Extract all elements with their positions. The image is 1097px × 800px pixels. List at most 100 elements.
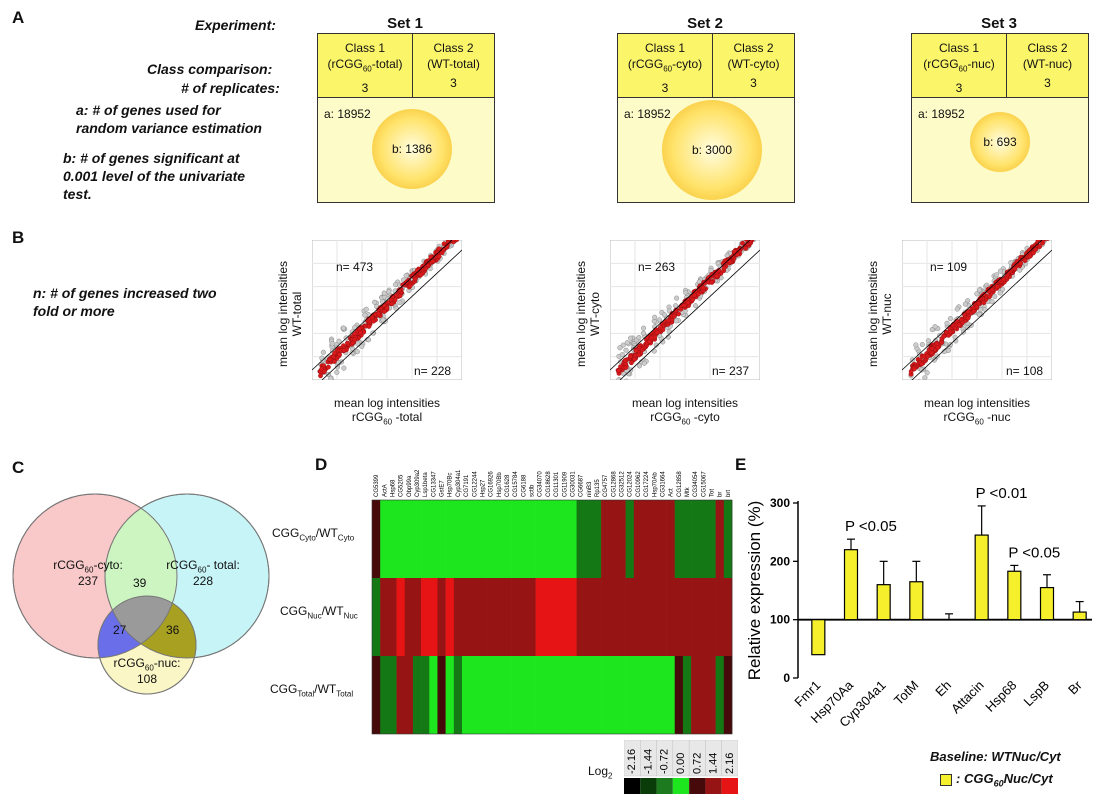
heatmap-cell xyxy=(601,500,610,578)
venn-nuc-sub: 60 xyxy=(144,663,154,673)
venn-cyto-nuc-count: 27 xyxy=(113,623,127,637)
scatter-points xyxy=(908,240,1050,380)
heatmap-cell xyxy=(543,578,553,656)
legend-value: 1.44 xyxy=(708,753,720,774)
bar xyxy=(909,581,924,621)
legend-swatch xyxy=(689,778,706,794)
scatter1-canvas xyxy=(312,240,462,380)
scatter2-ylabel: mean log intensities WT-cyto xyxy=(574,249,602,379)
set1-b-circle: b: 1386 xyxy=(372,109,452,189)
heatmap-cell xyxy=(552,656,561,734)
heatmap-cell xyxy=(543,500,553,578)
legend-value: -1.44 xyxy=(642,749,654,774)
heatmap-gene-label: CG4757 xyxy=(603,474,609,497)
scatter3-xlabel-line1: mean log intensities xyxy=(923,396,1031,410)
heatmap-gene-label: Hsp68 xyxy=(390,479,396,497)
bar-category-label: Attacin xyxy=(948,678,987,717)
heatmap-gene-label: Rp135 xyxy=(595,479,601,497)
heatmap-cell xyxy=(421,500,430,578)
bar xyxy=(876,584,891,621)
heatmap-color-legend: -2.16 -1.44 -0.72 0.00 0.72 1.44 2.16 xyxy=(624,740,738,794)
heatmap-gene-label: CG17224 xyxy=(644,471,650,497)
bar-category-label: TotM xyxy=(891,678,922,709)
set1-b-value: b: 1386 xyxy=(391,142,433,156)
heatmap-cell xyxy=(494,500,504,578)
heatmap-cell xyxy=(674,578,684,656)
heatmap-gene-label: CG15067 xyxy=(701,471,707,497)
heatmap-cell xyxy=(421,656,430,734)
set2-b-circle: b: 3000 xyxy=(662,100,762,200)
scatter3-n-top: n= 109 xyxy=(930,260,968,274)
row3-sub: Total xyxy=(297,689,315,699)
set1-rep2: 3 xyxy=(450,76,457,90)
scatter2-xlabel: mean log intensities rCGG60 -cyto xyxy=(610,396,760,426)
legend-value: 2.16 xyxy=(724,753,736,774)
venn-cyto-count: 237 xyxy=(77,574,99,589)
heatmap-cell xyxy=(699,500,708,578)
class-comparison-label: Class comparison: xyxy=(147,61,273,77)
heatmap-cell xyxy=(625,500,635,578)
venn-total-pre: rCGG xyxy=(166,558,198,572)
heatmap-cell xyxy=(642,656,651,734)
venn-diagram xyxy=(12,493,270,695)
heatmap-cell xyxy=(421,578,430,656)
heatmap-cell xyxy=(584,656,594,734)
heatmap-legend-label: Log2 xyxy=(588,764,612,780)
heatmap-cell xyxy=(576,656,586,734)
heatmap-cell xyxy=(699,656,708,734)
heatmap-cell xyxy=(666,656,676,734)
heatmap-cell xyxy=(658,500,667,578)
heatmap-gene-label: CG34054 xyxy=(693,471,699,497)
heatmap-cell xyxy=(535,578,545,656)
venn-nuc-count: 108 xyxy=(136,672,158,687)
heatmap-cell xyxy=(412,578,422,656)
heatmap-cell xyxy=(617,578,626,656)
row1-pre: CGG xyxy=(272,526,300,540)
venn-total-count: 228 xyxy=(192,574,214,589)
set3-b-value: b: 693 xyxy=(983,135,1017,149)
heatmap-cell xyxy=(380,500,389,578)
scatter3-xlabel-line2: rCGG60 -nuc xyxy=(902,410,1052,426)
bar-ylabel: Relative expression (%) xyxy=(745,501,764,681)
heatmap-cell xyxy=(502,578,512,656)
set3-box: Class 1 (rCGG60-nuc) 3 Class 2 (WT-nuc) … xyxy=(911,33,1089,203)
heatmap-cell xyxy=(380,578,389,656)
n-desc-line2: fold or more xyxy=(33,303,115,319)
heatmap-gene-label: CG12024 xyxy=(628,471,634,497)
scatter2-ylabel-line2: WT-cyto xyxy=(588,292,602,336)
row2-sub2: Nuc xyxy=(343,611,358,621)
legend-swatch xyxy=(656,778,673,794)
scatter1-n-top: n= 473 xyxy=(336,260,374,274)
bar-y-tick-label: 300 xyxy=(770,496,790,510)
heatmap-cell xyxy=(372,656,381,734)
set3-class1: Class 1 (rCGG60-nuc) 3 xyxy=(912,34,1007,98)
heatmap-cell xyxy=(552,500,561,578)
heatmap-cell xyxy=(633,656,643,734)
venn-cyto-sub: 60 xyxy=(84,565,94,575)
a-desc-line1: a: # of genes used for xyxy=(76,102,221,118)
heatmap-cell xyxy=(404,656,414,734)
heatmap-cell xyxy=(396,656,406,734)
heatmap-cell xyxy=(429,656,438,734)
heatmap-gene-label: CG30031 xyxy=(570,471,576,497)
p-value-annotation: P <0.05 xyxy=(1008,544,1060,561)
heatmap-cell xyxy=(396,500,406,578)
panel-b-letter: B xyxy=(12,228,25,247)
scatter2-n-bottom: n= 237 xyxy=(712,364,750,378)
set1-a-value: a: 18952 xyxy=(324,107,371,121)
heatmap-gene-label: Hsp70Bb xyxy=(497,472,503,497)
heatmap-cell xyxy=(560,578,569,656)
b-desc-line2: 0.001 level of the univariate xyxy=(63,168,246,184)
venn-total-post: - total: xyxy=(206,558,240,572)
heatmap-gene-label: Mtk xyxy=(685,486,691,497)
heatmap-gene-label: CG34070 xyxy=(538,471,544,497)
heatmap-cell xyxy=(666,578,676,656)
venn-cyto-post: -cyto: xyxy=(93,558,123,572)
heatmap-cell xyxy=(617,656,626,734)
bar xyxy=(811,619,826,656)
heatmap-cell xyxy=(568,500,577,578)
heatmap-cell xyxy=(691,500,700,578)
row3-sub2: Total xyxy=(336,689,354,699)
panel-c-letter: C xyxy=(12,458,25,477)
heatmap-gene-label: CG31664 xyxy=(660,471,666,497)
